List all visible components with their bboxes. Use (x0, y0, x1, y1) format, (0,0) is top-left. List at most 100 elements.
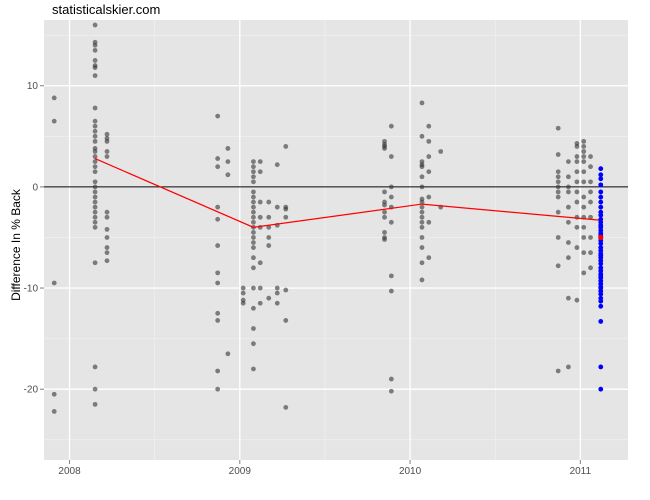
highlight-points (598, 166, 604, 392)
data-point (555, 184, 561, 190)
data-point (215, 280, 221, 286)
data-point (574, 154, 580, 159)
data-point (215, 164, 221, 170)
x-axis-ticks: 2008 2009 2010 2011 (58, 460, 592, 477)
y-tick-label: 10 (27, 81, 39, 92)
data-point (274, 300, 280, 306)
data-point (251, 189, 256, 195)
data-point (574, 214, 580, 220)
data-point (104, 214, 110, 220)
data-point (566, 184, 571, 190)
data-point (92, 123, 98, 129)
data-point (225, 172, 231, 178)
data-point (588, 250, 593, 256)
data-point (426, 123, 432, 129)
data-point (92, 184, 98, 190)
data-point (257, 300, 263, 306)
data-point (104, 131, 110, 137)
data-point (388, 154, 394, 159)
data-point (251, 305, 256, 311)
data-point (92, 154, 98, 159)
data-point (382, 214, 387, 220)
data-point (266, 295, 272, 301)
data-point (92, 58, 98, 63)
data-point (419, 260, 425, 266)
data-point (555, 263, 561, 269)
data-point (92, 138, 98, 144)
data-point (283, 214, 289, 220)
data-point (225, 159, 231, 165)
data-point (581, 144, 587, 149)
highlight-point (598, 319, 604, 324)
data-point (555, 125, 561, 131)
highlight-point (598, 241, 604, 246)
x-tick-label: 2008 (58, 466, 81, 477)
data-point (574, 159, 580, 165)
highlight-point (598, 298, 604, 304)
data-point (581, 154, 587, 159)
data-point (588, 214, 593, 220)
y-tick-label: -10 (24, 284, 39, 295)
data-point (574, 169, 580, 175)
data-point (225, 351, 231, 357)
data-point (388, 184, 394, 190)
data-point (588, 154, 593, 159)
highlight-point (598, 303, 604, 309)
highlight-point (598, 386, 604, 392)
data-point (92, 214, 98, 220)
data-point (555, 189, 561, 195)
marker-point (598, 234, 604, 241)
data-point (92, 105, 98, 111)
data-point (388, 288, 394, 294)
data-point (51, 409, 57, 414)
data-point (215, 310, 221, 316)
data-point (581, 179, 587, 185)
data-points (51, 22, 593, 414)
data-point (240, 290, 246, 296)
data-point (388, 388, 394, 394)
data-point (388, 194, 394, 200)
data-point (257, 169, 263, 175)
data-point (574, 297, 580, 303)
data-point (92, 386, 98, 392)
data-point (419, 235, 425, 240)
highlight-point (598, 204, 604, 210)
data-point (555, 235, 561, 240)
data-point (251, 255, 256, 261)
data-point (257, 214, 263, 220)
data-point (419, 184, 425, 190)
data-point (566, 174, 571, 180)
data-point (574, 245, 580, 250)
data-point (566, 364, 571, 370)
data-point (419, 224, 425, 230)
data-point (104, 149, 110, 154)
data-point (104, 138, 110, 144)
data-point (92, 401, 98, 407)
data-point (581, 250, 587, 256)
data-point (251, 179, 256, 185)
highlight-point (598, 199, 604, 205)
data-point (555, 179, 561, 185)
y-axis-title: Difference In % Back (9, 188, 23, 301)
data-point (581, 270, 587, 276)
data-point (257, 199, 263, 205)
data-point (574, 189, 580, 195)
data-point (266, 224, 272, 230)
data-point (566, 219, 571, 225)
data-point (251, 366, 256, 372)
data-point (225, 146, 231, 151)
data-point (92, 219, 98, 225)
data-point (92, 47, 98, 53)
data-point (555, 368, 561, 374)
highlight-point (598, 291, 604, 297)
x-tick-label: 2011 (570, 466, 592, 477)
data-point (215, 386, 221, 392)
data-point (92, 22, 98, 28)
data-point (92, 209, 98, 215)
data-point (382, 230, 387, 235)
data-point (419, 204, 425, 210)
data-point (388, 376, 394, 382)
data-point (251, 265, 256, 271)
highlight-point (598, 172, 604, 178)
